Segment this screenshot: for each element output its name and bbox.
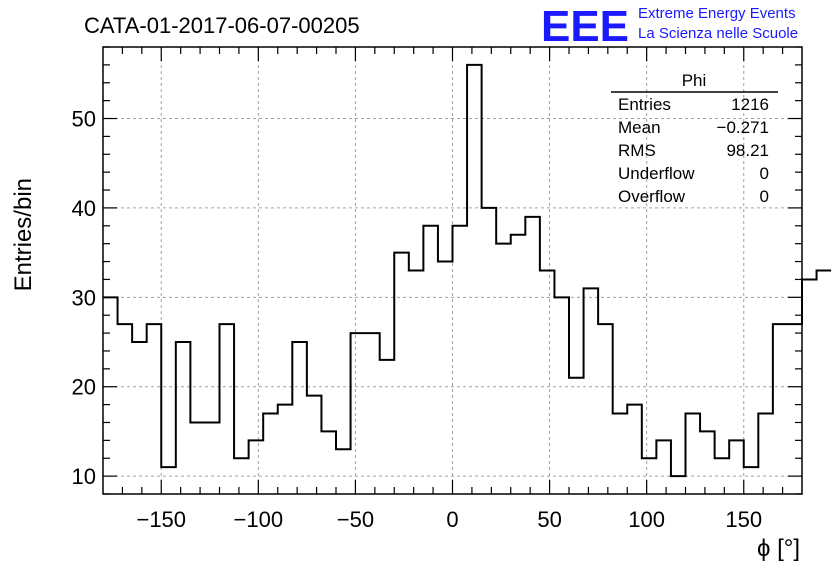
stats-value-rms: 98.21	[726, 141, 769, 160]
x-tick-label: 0	[446, 507, 458, 532]
x-axis-label: ϕ [°]	[757, 535, 800, 562]
y-tick-label: 50	[72, 107, 96, 132]
stats-label-mean: Mean	[618, 118, 661, 137]
stats-value-mean: −0.271	[717, 118, 769, 137]
y-tick-label: 10	[72, 464, 96, 489]
axis-ticks	[103, 46, 802, 495]
logo-line-2: La Scienza nelle Scuole	[638, 25, 798, 42]
eee-logo-mark: EEE	[541, 2, 629, 51]
chart-title: CATA-01-2017-06-07-00205	[84, 13, 360, 38]
logo-line-1: Extreme Energy Events	[638, 5, 796, 22]
stats-label-entries: Entries	[618, 95, 671, 114]
histogram-line	[103, 63, 832, 478]
stats-value-entries: 1216	[731, 95, 769, 114]
stats-box: Phi Entries 1216 Mean −0.271 RMS 98.21 U…	[611, 71, 778, 206]
x-tick-label: −150	[136, 507, 186, 532]
stats-label-rms: RMS	[618, 141, 656, 160]
x-tick-label: 150	[725, 507, 762, 532]
grid	[103, 47, 802, 494]
stats-title: Phi	[682, 71, 707, 90]
x-tick-label: 100	[628, 507, 665, 532]
y-tick-label: 40	[72, 196, 96, 221]
stats-value-overflow: 0	[760, 187, 769, 206]
x-tick-label: 50	[537, 507, 561, 532]
stats-label-overflow: Overflow	[618, 187, 686, 206]
y-axis-label: Entries/bin	[10, 178, 37, 291]
x-tick-label: −50	[337, 507, 374, 532]
y-tick-label: 20	[72, 375, 96, 400]
tick-labels: −150 −100 −50 0 50 100 150 10 20 30 40 50	[72, 107, 763, 532]
stats-value-underflow: 0	[760, 164, 769, 183]
x-tick-label: −100	[234, 507, 284, 532]
y-tick-label: 30	[72, 285, 96, 310]
stats-label-underflow: Underflow	[618, 164, 695, 183]
